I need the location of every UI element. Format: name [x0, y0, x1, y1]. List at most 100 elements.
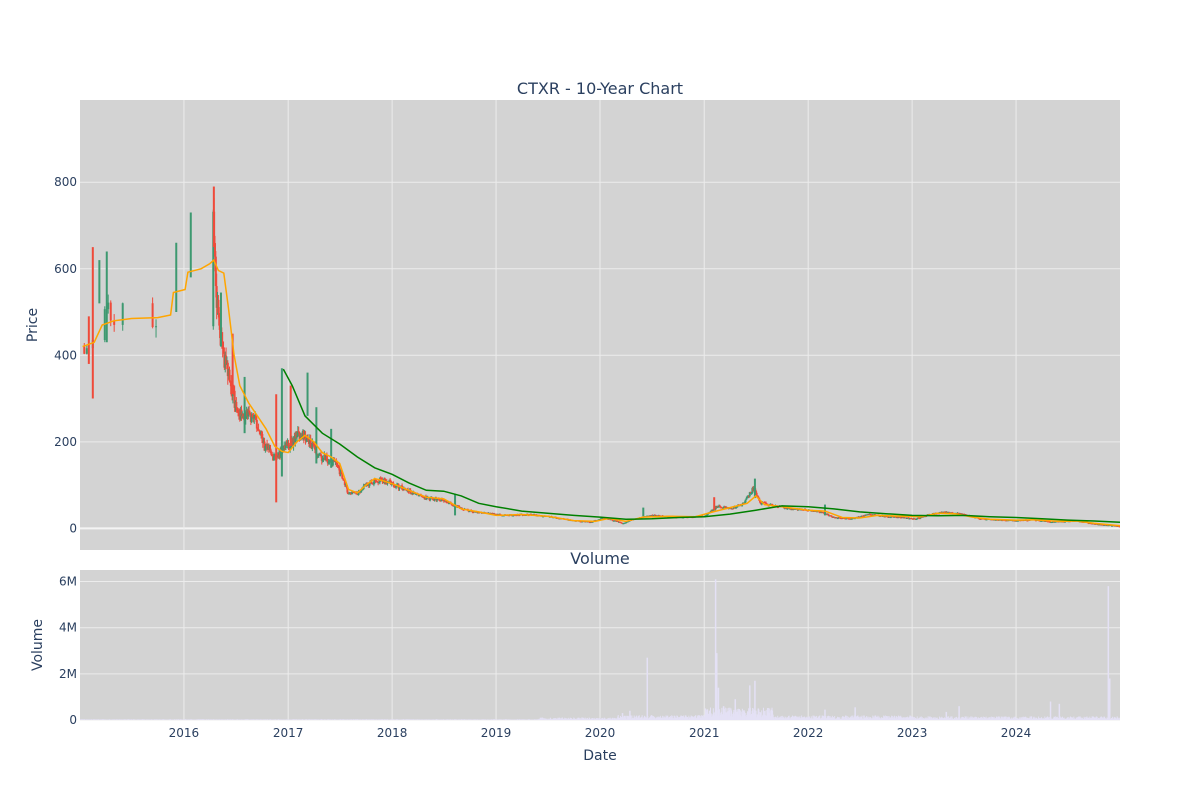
candle-body-up [121, 303, 124, 325]
candle-body-down [297, 431, 300, 433]
candle-body-down [320, 456, 323, 461]
candle-body-down [226, 362, 229, 377]
candle-body-up [272, 456, 275, 461]
candle-body-down [438, 499, 441, 501]
x-tick-label: 2024 [1001, 726, 1032, 740]
candle-body-down [230, 380, 233, 395]
candle-body-up [279, 447, 282, 457]
candle-body-up [706, 514, 709, 516]
candle-body-down [222, 348, 225, 353]
x-tick-label: 2020 [585, 726, 616, 740]
candle-body-down [251, 415, 254, 418]
candle-body-up [276, 454, 279, 458]
candle-body-up [836, 518, 839, 520]
candle-body-down [409, 490, 412, 494]
candle-body-down [109, 302, 112, 321]
candle-body-down [342, 479, 345, 481]
candle-body-down [393, 485, 396, 487]
candle-body-down [711, 510, 714, 512]
price-y-tick-label: 600 [54, 262, 77, 276]
candle-body-down [1001, 520, 1004, 522]
candle-body-down [342, 478, 345, 480]
candle-body-down [874, 514, 877, 516]
candle-body-up [797, 509, 800, 511]
candle-body-down [237, 412, 240, 415]
candle-body-down [266, 443, 269, 449]
candle-body-down [420, 495, 423, 497]
candle-body-up [468, 511, 471, 513]
candle-body-up [250, 415, 253, 422]
candle-body-down [507, 515, 510, 517]
candle-body-down [218, 313, 221, 326]
candle-body-down [347, 492, 350, 495]
chart-title: CTXR - 10-Year Chart [517, 79, 683, 98]
candle-body-up [247, 410, 250, 417]
candle-body-down [261, 438, 264, 443]
price-y-tick-label: 0 [69, 521, 77, 535]
candle-body-up [599, 518, 602, 520]
candle-body-up [327, 462, 330, 464]
candle-body-down [228, 369, 231, 381]
candle-body-down [948, 512, 951, 514]
candle-body-up [429, 497, 432, 501]
candle-body-up [622, 523, 625, 525]
candle-body-up [299, 435, 302, 440]
moving-average-green-line [282, 368, 1120, 524]
candle-body-down [221, 341, 224, 349]
candle-body-down [336, 463, 339, 467]
candle-body-up [418, 495, 421, 497]
candle-body-down [493, 513, 496, 515]
candle-body-down [263, 441, 266, 451]
candle-body-down [435, 498, 438, 501]
candle-body-down [471, 512, 474, 514]
candle-body-up [512, 515, 515, 517]
volume-y-tick-label: 6M [59, 575, 77, 589]
candle-body-down [802, 509, 805, 511]
candle-body-down [349, 493, 352, 495]
x-tick-label: 2023 [897, 726, 928, 740]
candle-body-down [833, 516, 836, 518]
candle-body-down [235, 401, 238, 408]
volume-x-ticks: 2016 2017 2018 2019 2020 2021 2022 2023 2024 [169, 726, 1032, 740]
candle-body-down [374, 479, 377, 482]
candle-body-down [658, 515, 661, 517]
candle-body-up [328, 461, 331, 463]
candle-body-down [1026, 520, 1029, 522]
x-tick-label: 2018 [377, 726, 408, 740]
candle-body-down [830, 515, 833, 517]
price-y-tick-label: 400 [54, 348, 77, 362]
candle-body-down [355, 493, 358, 495]
candle-body-down [307, 437, 310, 441]
candle-body-down [258, 430, 261, 432]
volume-y-tick-label: 4M [59, 621, 77, 635]
candle-body-up [732, 507, 735, 509]
candle-body-up [433, 498, 436, 501]
candle-body-down [248, 410, 251, 413]
candle-body-down [614, 520, 617, 522]
candle-body-up [357, 490, 360, 496]
candle-body-up [361, 489, 364, 491]
candle-body-up [743, 502, 746, 504]
candle-body-up [368, 483, 371, 486]
candle-body-down [869, 513, 872, 515]
candle-body-down [843, 517, 846, 519]
candle-body-down [588, 521, 591, 523]
candle-body-up [750, 493, 753, 495]
candle-body-down [719, 506, 722, 508]
candle-body-up [289, 447, 292, 449]
candle-body-down [617, 521, 620, 523]
candle-body-down [776, 506, 779, 508]
candle-body-down [879, 515, 882, 517]
candle-body-down [271, 454, 274, 456]
candle-body-down [335, 461, 338, 464]
candle-body-up [751, 488, 754, 494]
candle-body-up [378, 482, 381, 484]
candle-body-down [302, 430, 305, 439]
candle-body-up [746, 496, 749, 499]
candle-body-down [755, 492, 758, 496]
x-tick-label: 2017 [273, 726, 304, 740]
candle-body-up [412, 491, 415, 495]
candle-body-down [338, 468, 341, 475]
